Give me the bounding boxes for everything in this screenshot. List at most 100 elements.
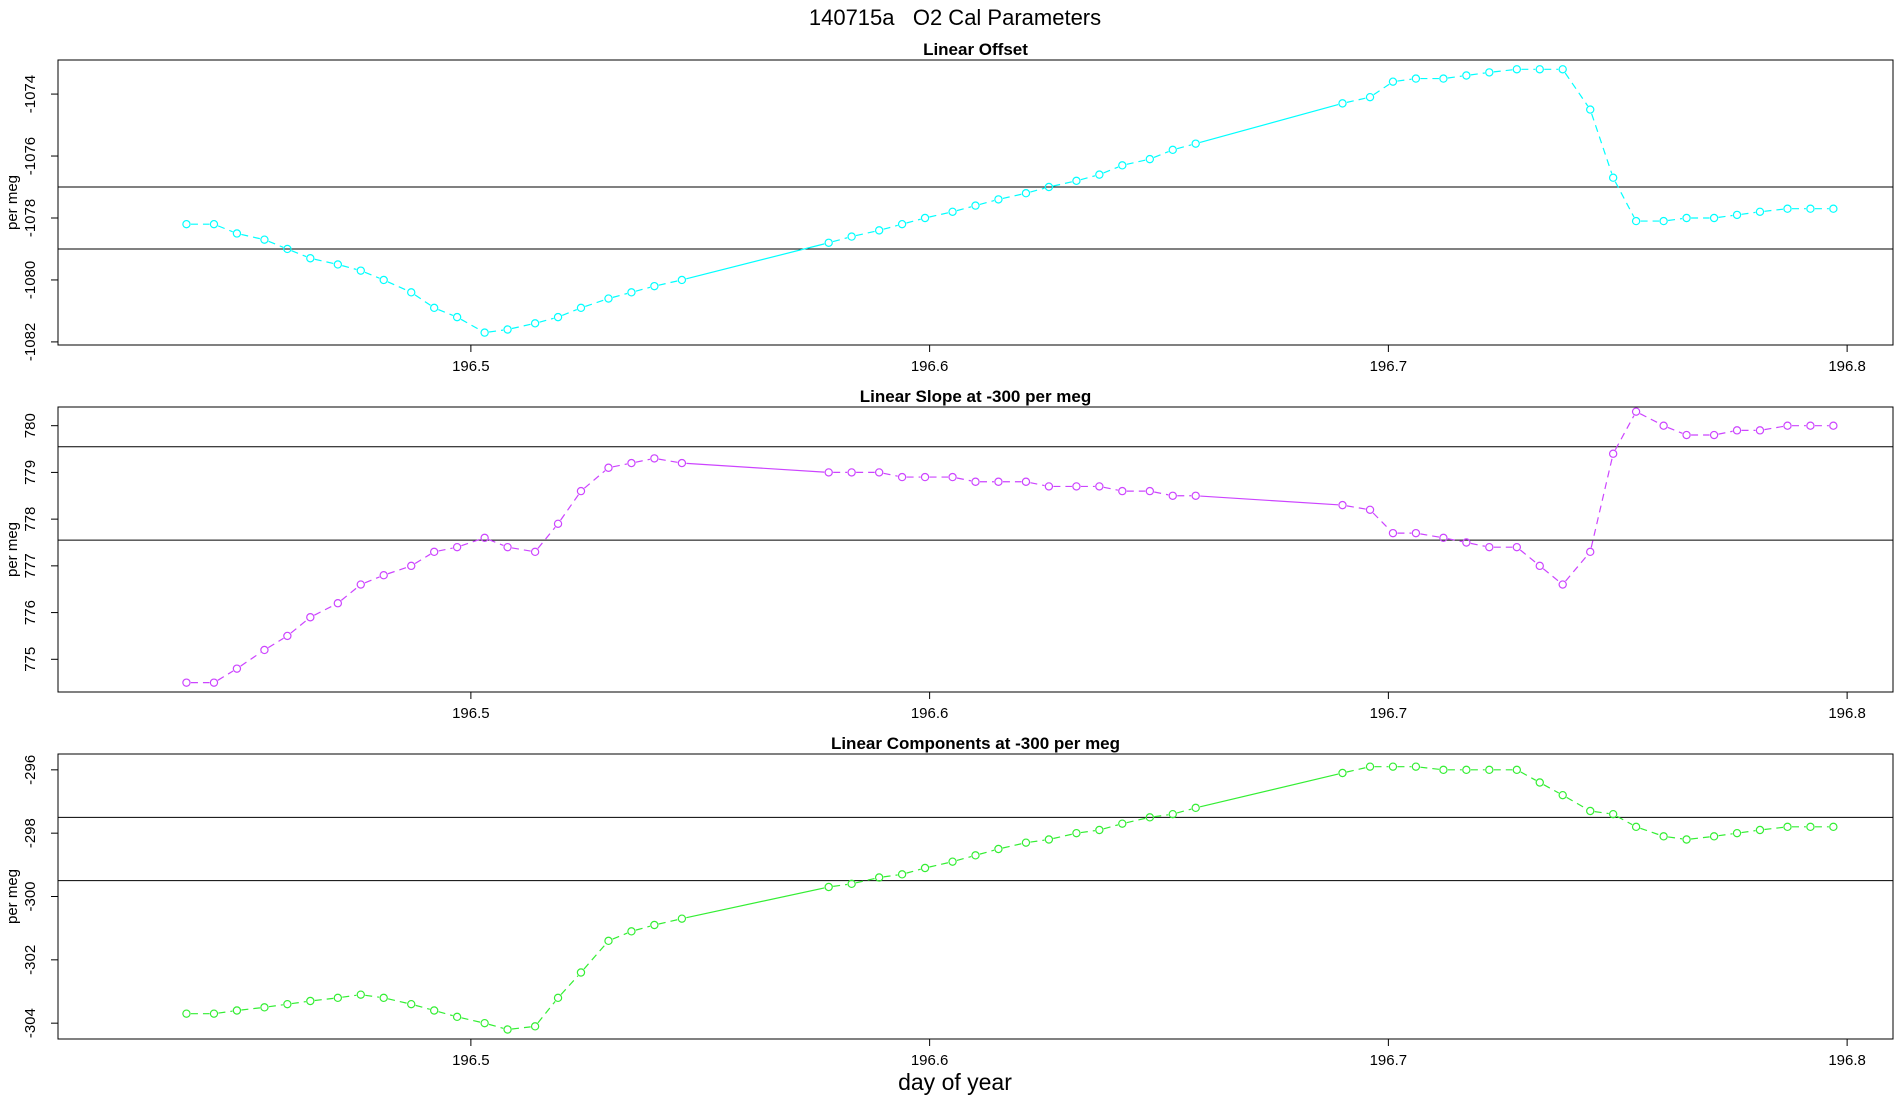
series-segment [1447,538,1463,543]
data-point [1535,65,1544,74]
data-point [1044,182,1054,192]
data-point [1044,482,1054,491]
y-tick-label: -1076 [22,137,39,175]
series-segment [686,243,825,280]
data-point [333,260,343,269]
series-segment [1566,796,1587,810]
series-segment [365,994,380,998]
data-point [1631,216,1641,226]
series-segment [1741,830,1756,834]
data-point [1118,819,1127,828]
data-point [1439,765,1448,775]
data-point [356,266,365,275]
data-point [1806,204,1815,213]
data-point [1558,790,1567,800]
data-point [650,454,659,463]
data-point [1411,762,1421,771]
data-point [1732,426,1742,435]
series-segment [1667,426,1683,434]
series-segment [1718,214,1733,218]
data-point [1783,822,1792,832]
series-segment [1519,549,1537,564]
data-point [1388,77,1398,86]
series-segment [1176,144,1192,150]
data-point [576,486,586,496]
series-segment [1590,457,1613,548]
series-segment [461,1017,481,1023]
series-segment [906,218,921,224]
series-segment [1200,495,1339,506]
series-segment [314,258,334,265]
y-axis-label: per meg [4,869,21,924]
series-segment [291,250,307,258]
data-point [480,1018,489,1028]
data-point [260,1003,269,1012]
series-segment [240,651,262,667]
series-segment [267,637,284,649]
series-segment [1690,836,1710,840]
series-segment [612,932,628,940]
series-segment [314,997,334,1002]
series-segment [560,494,579,521]
series-segment [291,1001,306,1005]
data-point [1338,500,1347,510]
data-point [847,879,856,889]
data-point [1732,210,1742,220]
data-point [824,468,833,477]
data-point [356,990,365,999]
data-point [1365,762,1375,771]
data-point [1072,482,1081,491]
panel-1: Linear Offset 196.5 196.6 196.7 196.8 -1082 -1… [4,40,1894,375]
data-point [1191,139,1200,148]
data-point [1682,213,1691,223]
series-segment [460,318,482,331]
series-segment [883,224,898,230]
data-point [1191,491,1200,500]
data-point [356,580,365,589]
series-segment [1616,815,1633,826]
data-point [1829,421,1838,430]
series-segment [1447,75,1462,79]
series-segment [340,586,358,601]
data-point [897,472,907,482]
x-tick-label: 196.8 [1828,1052,1866,1069]
data-point [209,219,219,229]
series-segment [1594,811,1609,815]
data-point [847,232,856,241]
data-point [452,312,462,322]
series-segment [583,943,607,970]
data-point [1608,809,1618,819]
data-point [948,857,957,866]
data-point [407,288,416,297]
data-point [1191,803,1200,813]
data-point [1558,65,1567,74]
data-point [1682,835,1691,844]
data-point [530,1022,540,1031]
series-segment [1741,211,1756,215]
series-segment [314,604,335,616]
data-point [576,303,586,313]
series-segment [217,670,234,681]
x-tick-label: 196.6 [911,358,949,375]
data-point [1535,778,1544,787]
panel-3: Linear Components at -300 per meg 196.5 19… [4,734,1894,1069]
data-point [530,319,540,328]
series-segment [906,868,921,874]
data-point [1783,204,1792,213]
series-segment [217,225,233,233]
data-point [1485,765,1494,775]
series-segment [561,308,578,316]
data-point [333,993,343,1003]
series-segment [1470,72,1485,76]
series-segment [635,286,651,292]
panel-title: Linear Offset [923,40,1028,59]
data-point [1709,213,1719,223]
series-segment [686,887,825,919]
series-segment [956,477,972,482]
x-tick-label: 196.6 [911,705,949,722]
series-segment [364,576,380,584]
series-segment [1764,826,1784,831]
series-segment [929,862,949,868]
y-tick-label: 776 [22,600,39,625]
